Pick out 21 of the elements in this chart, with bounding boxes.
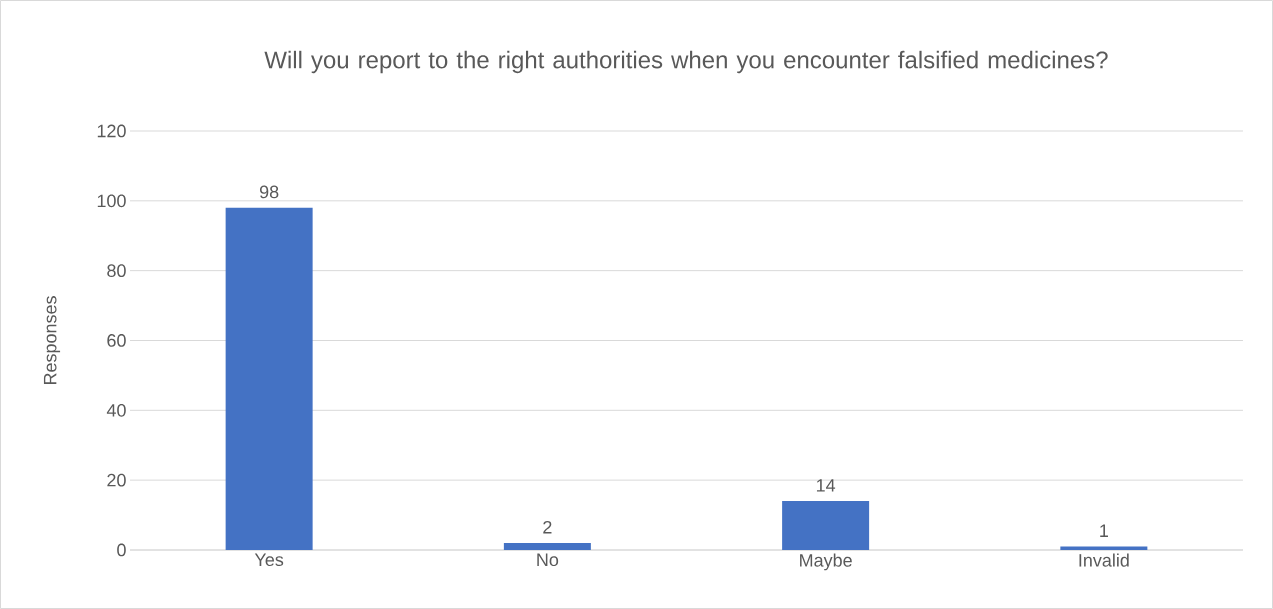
y-axis-title: Responses — [43, 296, 61, 385]
y-tick-label: 80 — [107, 264, 126, 278]
y-tick-label: 60 — [107, 334, 126, 347]
x-tick-label: Invalid — [1079, 553, 1129, 567]
x-tick-label: Maybe — [800, 553, 852, 571]
data-label: 98 — [259, 185, 279, 199]
y-tick-label: 0 — [117, 543, 126, 557]
y-tick-label: 20 — [107, 473, 126, 487]
bar — [1060, 546, 1148, 550]
x-tick-label: No — [537, 553, 559, 567]
y-tick-label: 100 — [97, 194, 126, 208]
x-tick-label: Yes — [254, 553, 284, 567]
y-tick-label: 120 — [97, 124, 126, 138]
bar — [503, 543, 591, 550]
bar — [225, 207, 313, 550]
data-label: 1 — [1100, 524, 1108, 537]
data-label: 14 — [816, 479, 836, 492]
chart-title: Will you report to the right authorities when you encounter falsified medicines? — [264, 50, 1108, 74]
y-tick-label: 40 — [106, 403, 126, 417]
bar — [782, 501, 870, 550]
data-label: 2 — [543, 520, 552, 534]
